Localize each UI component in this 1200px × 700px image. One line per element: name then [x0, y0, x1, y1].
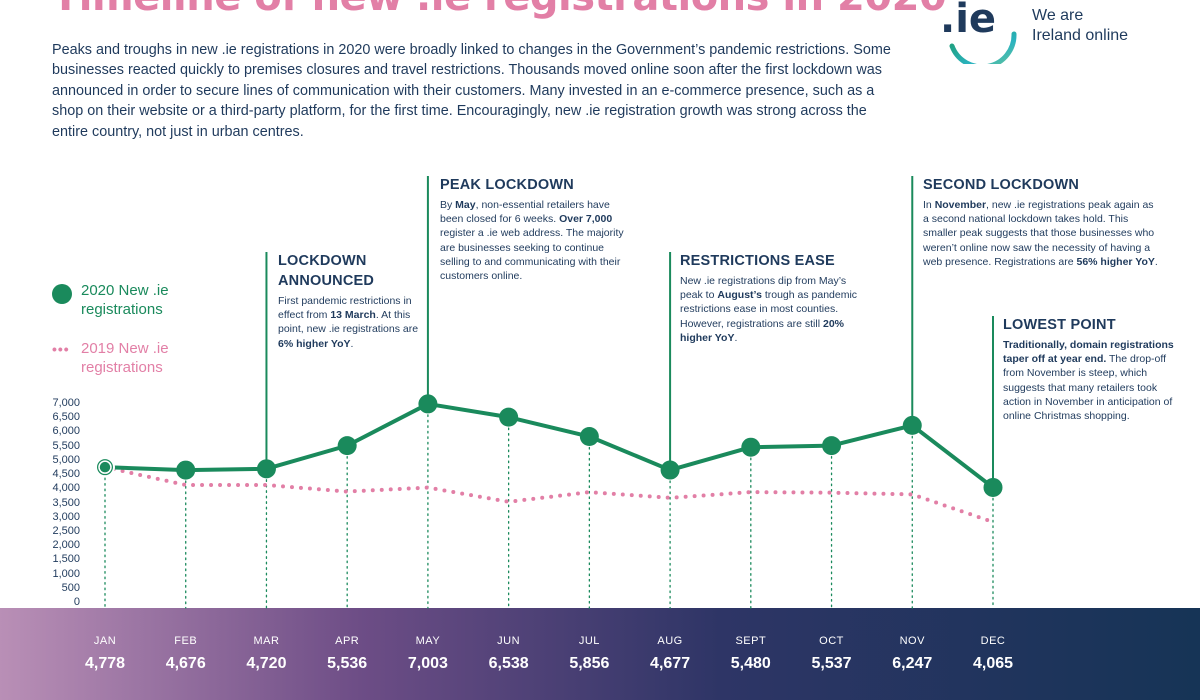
y-tick-label-0: 0	[73, 596, 80, 608]
tagline-line-1: We are	[1032, 7, 1084, 24]
tagline: We are Ireland online	[1032, 6, 1128, 46]
y-tick-label-5000: 5,000	[52, 453, 80, 466]
series-2020-point-sept	[741, 437, 761, 457]
series-2020-point-mar	[256, 459, 276, 479]
data-label-may: 7,003	[407, 655, 448, 672]
data-label-nov: 6,247	[892, 655, 933, 672]
series-2020-point-dec	[983, 477, 1003, 497]
data-label-apr: 5,536	[327, 655, 368, 672]
legend-2020-label-2: registrations	[81, 301, 163, 318]
annotation-title: LOCKDOWN ANNOUNCED	[278, 253, 375, 289]
x-tick-label-jul: JUL	[578, 635, 600, 647]
legend-2019-marker: •••	[52, 341, 70, 357]
x-tick-label-nov: NOV	[899, 635, 925, 647]
data-label-mar: 4,720	[246, 655, 287, 672]
data-label-oct: 5,537	[811, 655, 852, 672]
annotation-restrictions-ease: RESTRICTIONS EASE New .ie registrations d…	[680, 251, 870, 345]
data-label-sept: 5,480	[730, 655, 771, 672]
series-2020-point-apr	[337, 436, 357, 456]
annotation-body: Traditionally, domain registrations tape…	[1003, 339, 1174, 423]
annotation-second-lockdown: SECOND LOCKDOWN In November, new .ie regi…	[923, 175, 1158, 269]
y-tick-label-3000: 3,000	[52, 510, 80, 523]
series-2020-point-jul	[579, 427, 599, 447]
tagline-line-2: Ireland online	[1032, 27, 1129, 44]
annotation-title: SECOND LOCKDOWN	[923, 177, 1080, 193]
ie-logo: .ie	[940, 0, 1017, 64]
month-values-band	[0, 608, 1200, 700]
annotation-body: First pandemic restrictions in effect fr…	[278, 295, 419, 350]
y-tick-label-2500: 2,500	[52, 524, 80, 537]
annotation-title: RESTRICTIONS EASE	[680, 253, 835, 269]
x-tick-label-apr: APR	[335, 635, 360, 647]
data-label-dec: 4,065	[972, 655, 1014, 672]
annotation-lockdown-announced: LOCKDOWN ANNOUNCED First pandemic restrict…	[278, 251, 428, 351]
x-tick-label-mar: MAR	[253, 635, 280, 647]
legend-2020: 2020 New .ie registrations	[52, 281, 169, 319]
intro-paragraph: Peaks and troughs in new .ie registratio…	[52, 42, 891, 140]
y-tick-label-7000: 7,000	[52, 397, 80, 409]
y-tick-label-4500: 4,500	[52, 468, 80, 481]
x-tick-label-oct: OCT	[819, 635, 844, 647]
series-2020-point-jan-ring	[98, 460, 112, 474]
data-label-jun: 6,538	[488, 655, 529, 672]
y-tick-label-6000: 6,000	[52, 425, 80, 438]
annotation-body: By May, non-essential retailers have bee…	[440, 199, 624, 283]
series-2020-line	[104, 401, 995, 490]
y-tick-label-1000: 1,000	[52, 567, 80, 580]
x-tick-label-aug: AUG	[657, 635, 683, 647]
annotation-title: PEAK LOCKDOWN	[440, 177, 574, 193]
y-tick-label-5500: 5,500	[52, 439, 80, 452]
y-tick-label-4000: 4,000	[52, 482, 80, 495]
annotation-peak-lockdown: PEAK LOCKDOWN By May, non-essential retai…	[440, 175, 630, 283]
y-tick-label-3500: 3,500	[52, 496, 80, 509]
series-2020-point-jun	[499, 407, 519, 427]
annotation-lowest-point: LOWEST POINT Traditionally, domain regist…	[1003, 315, 1183, 423]
svg-text:.ie: .ie	[940, 0, 996, 42]
page-title: Timeline of new .ie registrations in 202…	[52, 0, 947, 20]
legend-2020-marker	[52, 284, 72, 304]
series-2019-line	[103, 465, 995, 524]
data-label-feb: 4,676	[165, 655, 206, 672]
legend-2019-label-1: 2019 New .ie	[81, 340, 169, 357]
legend-2019: ••• 2019 New .ie registrations	[52, 339, 169, 377]
x-tick-label-feb: FEB	[174, 635, 198, 647]
x-tick-label-sept: SEPT	[735, 635, 767, 647]
x-tick-label-dec: DEC	[980, 635, 1006, 647]
annotation-body: In November, new .ie registrations peak …	[923, 199, 1158, 268]
data-label-jan: 4,778	[84, 655, 126, 672]
series-2020-point-aug	[660, 460, 680, 480]
legend-2020-label-1: 2020 New .ie	[81, 282, 169, 299]
y-tick-label-2000: 2,000	[52, 539, 80, 552]
series-2020-point-oct	[822, 436, 842, 456]
legend-2019-label-2: registrations	[81, 359, 163, 376]
annotation-title: LOWEST POINT	[1003, 317, 1116, 333]
x-tick-label-jun: JUN	[497, 635, 521, 647]
series-2020-point-feb	[176, 460, 196, 480]
data-label-jul: 5,856	[569, 655, 610, 672]
y-tick-label-6500: 6,500	[52, 411, 80, 424]
y-tick-label-500: 500	[61, 581, 80, 594]
data-label-aug: 4,677	[650, 655, 691, 672]
x-tick-label-may: MAY	[415, 635, 441, 647]
series-2020-point-nov	[902, 415, 922, 435]
series-2020-point-may	[418, 394, 438, 414]
x-tick-label-jan: JAN	[93, 635, 117, 647]
annotation-body: New .ie registrations dip from May’s pea…	[680, 275, 858, 344]
y-tick-label-1500: 1,500	[52, 553, 80, 566]
